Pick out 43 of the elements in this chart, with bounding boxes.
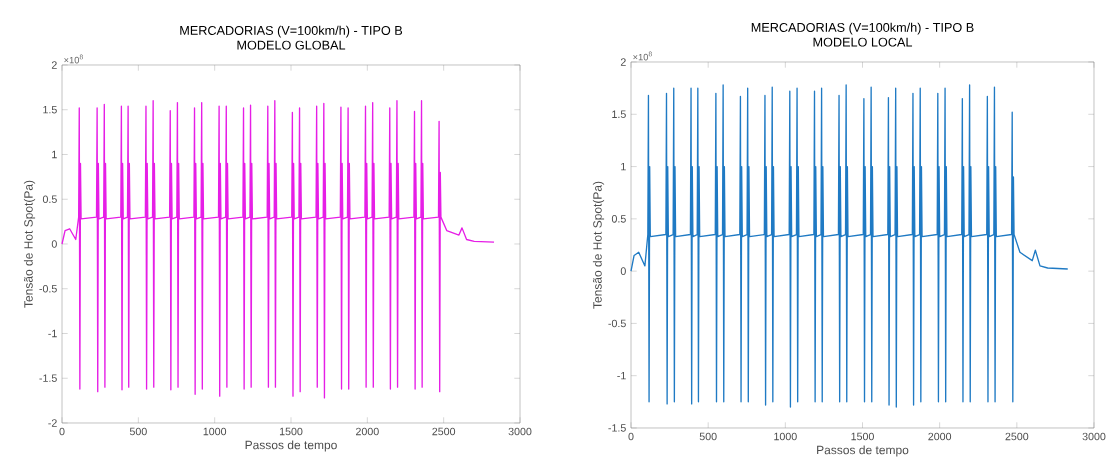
y-tick-label: 0.5 bbox=[611, 215, 626, 223]
chart-subtitle: MODELO GLOBAL bbox=[237, 40, 346, 50]
x-tick-label: 500 bbox=[699, 432, 717, 441]
x-tick-label: 2500 bbox=[432, 427, 456, 436]
x-tick-label: 1500 bbox=[851, 432, 874, 441]
y-tick-label: -1.5 bbox=[608, 424, 626, 432]
x-tick-label: 500 bbox=[129, 427, 147, 436]
x-tick-label: 2000 bbox=[356, 427, 379, 436]
x-tick-label: 0 bbox=[628, 432, 634, 441]
y-tick-label: 0 bbox=[51, 240, 57, 248]
y-tick-label: 0 bbox=[620, 267, 626, 275]
y-tick-label: -0.5 bbox=[39, 284, 57, 293]
y-tick-label: 1.5 bbox=[612, 110, 626, 118]
chart-title: MERCADORIAS (V=100km/h) - TIPO B bbox=[180, 25, 403, 38]
text: ×10$^{8}$ bbox=[64, 54, 83, 64]
x-tick-label: 2500 bbox=[1005, 432, 1029, 441]
y-axis-title: Tensão de Hot Spot(Pa) bbox=[592, 181, 605, 309]
y-tick-label: 0.5 bbox=[42, 195, 57, 204]
y-tick-label: 2 bbox=[620, 58, 626, 66]
line-series bbox=[61, 100, 495, 399]
x-tick-label: 2000 bbox=[928, 432, 952, 441]
y-tick-label: 1 bbox=[52, 150, 57, 159]
x-tick-label: 0 bbox=[59, 427, 65, 436]
y-axis-title: Tensão de Hot Spot(Pa) bbox=[23, 180, 36, 308]
x-tick-label: 3000 bbox=[508, 427, 532, 436]
chart-title: MERCADORIAS (V=100km/h) - TIPO B bbox=[751, 22, 974, 35]
y-tick-label: 1 bbox=[621, 162, 626, 171]
y-tick-label: 1.5 bbox=[43, 106, 57, 114]
chart-subtitle: MODELO LOCAL bbox=[813, 37, 913, 47]
y-tick-label: -1.5 bbox=[39, 374, 57, 382]
x-tick-label: 1500 bbox=[279, 427, 303, 436]
y-tick-label: -0.5 bbox=[608, 319, 626, 328]
y-tick-label: 2 bbox=[51, 61, 57, 69]
y-tick-label: -1 bbox=[617, 372, 626, 380]
x-axis-title: Passos de tempo bbox=[817, 445, 909, 457]
x-tick-label: 1000 bbox=[774, 432, 797, 441]
x-tick-label: 3000 bbox=[1082, 432, 1106, 441]
line-series bbox=[630, 84, 1069, 408]
text: ×10$^{8}$ bbox=[633, 51, 652, 61]
x-tick-label: 1000 bbox=[203, 427, 227, 436]
y-tick-label: -2 bbox=[48, 419, 57, 427]
x-axis-title: Passos de tempo bbox=[245, 440, 337, 452]
y-tick-label: -1 bbox=[48, 329, 57, 338]
